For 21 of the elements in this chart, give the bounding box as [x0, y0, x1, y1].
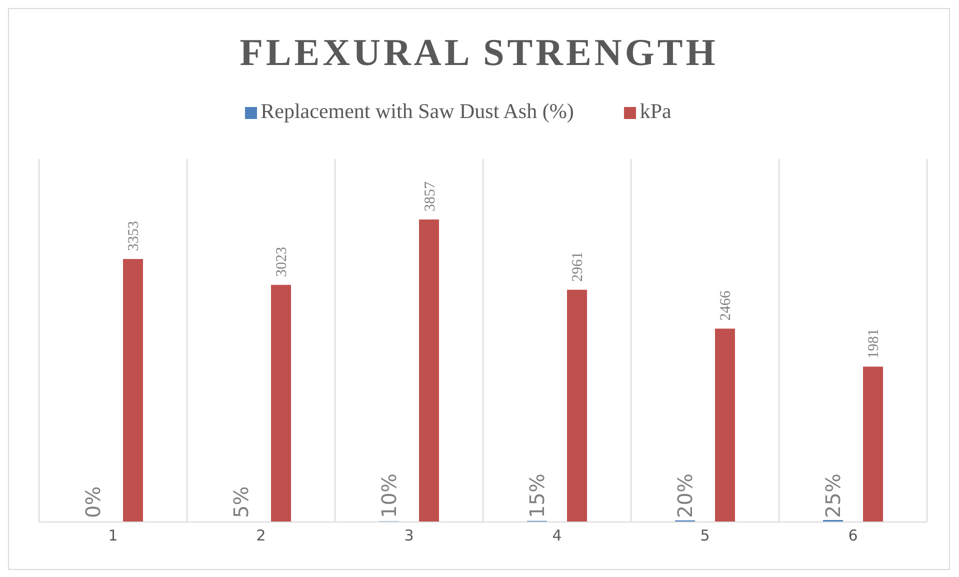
data-label: 3023: [274, 246, 290, 277]
data-label: 15%: [525, 474, 549, 518]
legend-label: Replacement with Saw Dust Ash (%): [260, 99, 574, 123]
data-label: 3353: [126, 221, 142, 252]
x-tick-label: 4: [552, 526, 562, 545]
data-label: 5%: [229, 486, 253, 518]
data-label: 3857: [422, 181, 438, 212]
data-label: 1981: [866, 328, 882, 359]
x-tick-label: 6: [848, 526, 858, 545]
legend-label: kPa: [640, 99, 672, 123]
x-tick-label: 2: [256, 526, 266, 545]
data-label: 2961: [570, 252, 586, 282]
data-label: 25%: [821, 474, 845, 518]
x-tick-label: 1: [108, 526, 118, 545]
data-label: 0%: [81, 486, 105, 518]
data-label: 2466: [718, 290, 734, 321]
data-label: 10%: [377, 474, 401, 518]
x-tick-label: 5: [700, 526, 710, 545]
x-tick-label: 3: [404, 526, 414, 545]
data-label: 20%: [673, 474, 697, 518]
chart-title: FLEXURAL STRENGTH: [238, 31, 720, 76]
